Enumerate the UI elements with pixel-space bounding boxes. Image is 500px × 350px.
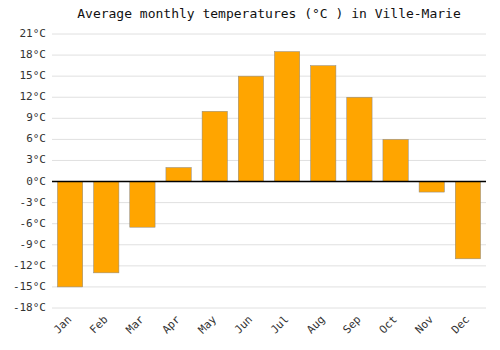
y-tick-label: 3°C <box>26 153 46 166</box>
chart-svg: -18°C -15°C -12°C -9°C -6°C -3°C 0°C 3°C 6°C 9°C 1… <box>0 0 500 350</box>
x-tick-label: Jul <box>268 313 291 336</box>
grid-line <box>52 97 486 98</box>
x-tick-label: Oct <box>377 313 400 336</box>
x-axis: Jan Feb Mar Apr May Jun Jul Aug Sep Oct Nov Dec <box>51 313 472 337</box>
grid-line <box>52 55 486 56</box>
page: Chart html, body { margin: 0; padding: 0… <box>0 0 500 350</box>
x-tick-label: Sep <box>340 313 363 336</box>
bar <box>202 111 227 181</box>
y-tick-label: -6°C <box>20 217 47 230</box>
bars <box>57 52 480 287</box>
y-tick-label: -15°C <box>13 280 46 293</box>
bar <box>130 182 155 228</box>
y-tick-label: 21°C <box>20 27 47 40</box>
y-tick-label: 18°C <box>20 48 47 61</box>
y-tick-label: -12°C <box>13 259 46 272</box>
x-tick-label: Dec <box>449 313 472 336</box>
bar <box>57 182 82 287</box>
bar <box>347 97 372 181</box>
bar <box>383 139 408 181</box>
bar <box>166 167 191 181</box>
bar <box>419 182 444 193</box>
chart-container: -18°C -15°C -12°C -9°C -6°C -3°C 0°C 3°C 6°C 9°C 1… <box>0 0 500 350</box>
grid-line <box>52 286 486 287</box>
grid <box>52 34 486 308</box>
grid-line <box>52 160 486 161</box>
grid-line <box>52 181 486 182</box>
zero-line <box>52 181 486 183</box>
grid-line <box>52 308 486 309</box>
bar <box>274 52 299 182</box>
page-body: {"chart_data": {"type": "bar", "title": … <box>0 0 500 350</box>
y-tick-label: 0°C <box>26 175 46 188</box>
bar <box>455 182 480 259</box>
y-tick-label: 12°C <box>20 90 47 103</box>
bar <box>94 182 119 273</box>
bar <box>311 66 336 182</box>
x-tick-label: Jun <box>232 313 255 336</box>
y-tick-label: 6°C <box>26 132 46 145</box>
grid-line <box>52 34 486 35</box>
x-tick-label: Aug <box>304 313 327 336</box>
grid-line <box>52 118 486 119</box>
bar <box>238 76 263 181</box>
y-tick-label: 9°C <box>26 111 46 124</box>
x-tick-label: Nov <box>413 313 437 337</box>
grid-line <box>52 76 486 77</box>
y-tick-label: -3°C <box>20 196 47 209</box>
x-tick-label: Feb <box>87 313 110 336</box>
grid-line <box>52 139 486 140</box>
y-tick-label: 15°C <box>20 69 47 82</box>
y-tick-label: -18°C <box>13 301 46 314</box>
y-tick-label: -9°C <box>20 238 47 251</box>
chart-title: Average monthly temperatures (°C ) in Vi… <box>77 6 461 21</box>
x-tick-label: Mar <box>123 313 147 337</box>
x-tick-label: Jan <box>51 313 74 336</box>
y-axis: -18°C -15°C -12°C -9°C -6°C -3°C 0°C 3°C 6°C 9°C 1… <box>13 27 46 314</box>
x-tick-label: Apr <box>160 313 184 337</box>
x-tick-label: May <box>196 313 220 337</box>
